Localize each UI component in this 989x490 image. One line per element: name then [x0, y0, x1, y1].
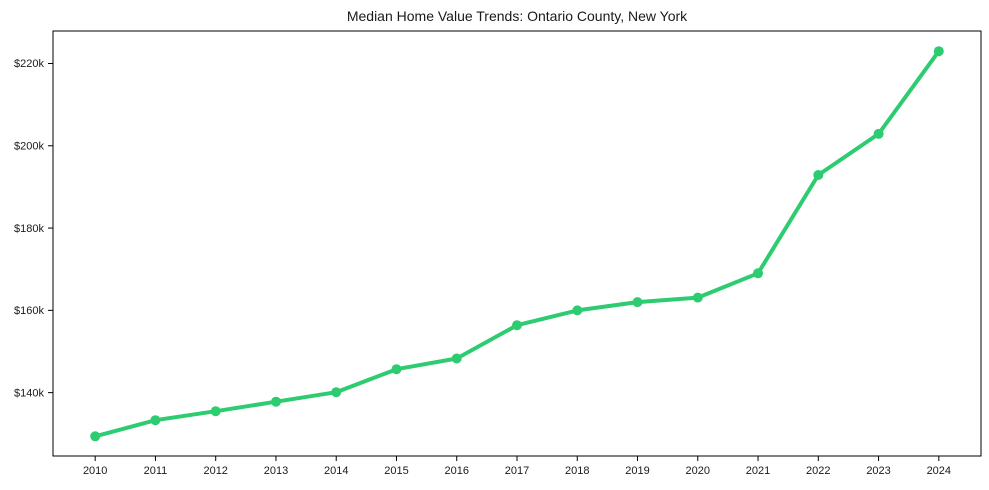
- y-tick-label: $140k: [14, 387, 44, 399]
- data-point-2020: [692, 292, 703, 303]
- data-point-2024: [933, 46, 944, 57]
- plot-frame: [52, 30, 982, 457]
- data-point-2019: [632, 297, 643, 308]
- data-point-2012: [210, 406, 221, 417]
- chart-title: Median Home Value Trends: Ontario County…: [347, 8, 688, 24]
- x-tick-label: 2011: [144, 465, 168, 477]
- x-tick-label: 2017: [505, 465, 529, 477]
- x-tick-label: 2022: [806, 465, 830, 477]
- data-point-2011: [150, 415, 161, 426]
- y-tick-label: $180k: [14, 223, 44, 235]
- x-tick-label: 2014: [324, 465, 348, 477]
- x-tick-label: 2012: [203, 465, 227, 477]
- data-point-2013: [271, 396, 281, 407]
- x-tick-label: 2024: [927, 465, 951, 477]
- data-point-2016: [451, 353, 462, 364]
- x-axis: 2010 2011 2012 2013 2014 2015 2016 2017 2018 2019…: [83, 456, 951, 477]
- data-line: [93, 49, 941, 439]
- y-tick-label: $200k: [14, 141, 44, 153]
- data-points: [90, 46, 944, 442]
- data-point-2022: [813, 170, 824, 180]
- y-tick-label: $160k: [14, 305, 44, 317]
- y-tick-label: $220k: [14, 58, 44, 70]
- x-tick-label: 2023: [866, 465, 890, 477]
- data-point-2023: [873, 128, 884, 139]
- x-tick-label: 2021: [746, 465, 770, 477]
- data-point-2018: [572, 305, 583, 316]
- data-point-2015: [391, 364, 402, 375]
- x-tick-label: 2010: [83, 465, 107, 477]
- data-point-2021: [753, 268, 763, 279]
- y-axis: $140k $160k $180k $200k $220k: [14, 58, 53, 399]
- x-tick-label: 2018: [565, 465, 589, 477]
- x-tick-label: 2020: [686, 465, 710, 477]
- x-tick-label: 2019: [625, 465, 649, 477]
- x-tick-label: 2013: [264, 465, 288, 477]
- x-tick-label: 2016: [444, 465, 468, 477]
- x-tick-label: 2015: [384, 465, 408, 477]
- data-point-2010: [90, 431, 101, 442]
- data-point-2017: [512, 320, 522, 331]
- data-point-2014: [331, 387, 342, 398]
